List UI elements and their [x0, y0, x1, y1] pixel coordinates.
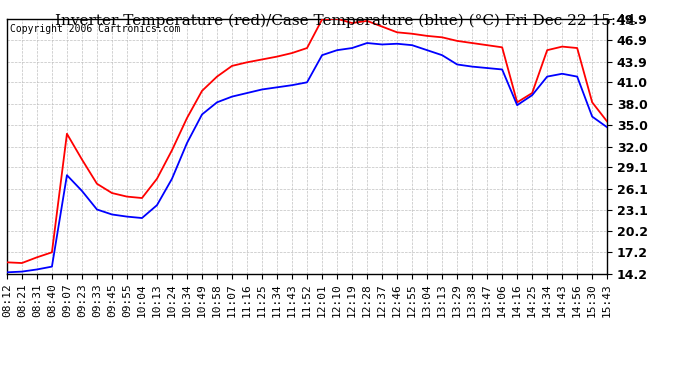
Text: Inverter Temperature (red)/Case Temperature (blue) (°C) Fri Dec 22 15:44: Inverter Temperature (red)/Case Temperat…	[55, 13, 635, 27]
Text: Copyright 2006 Cartronics.com: Copyright 2006 Cartronics.com	[10, 24, 180, 34]
